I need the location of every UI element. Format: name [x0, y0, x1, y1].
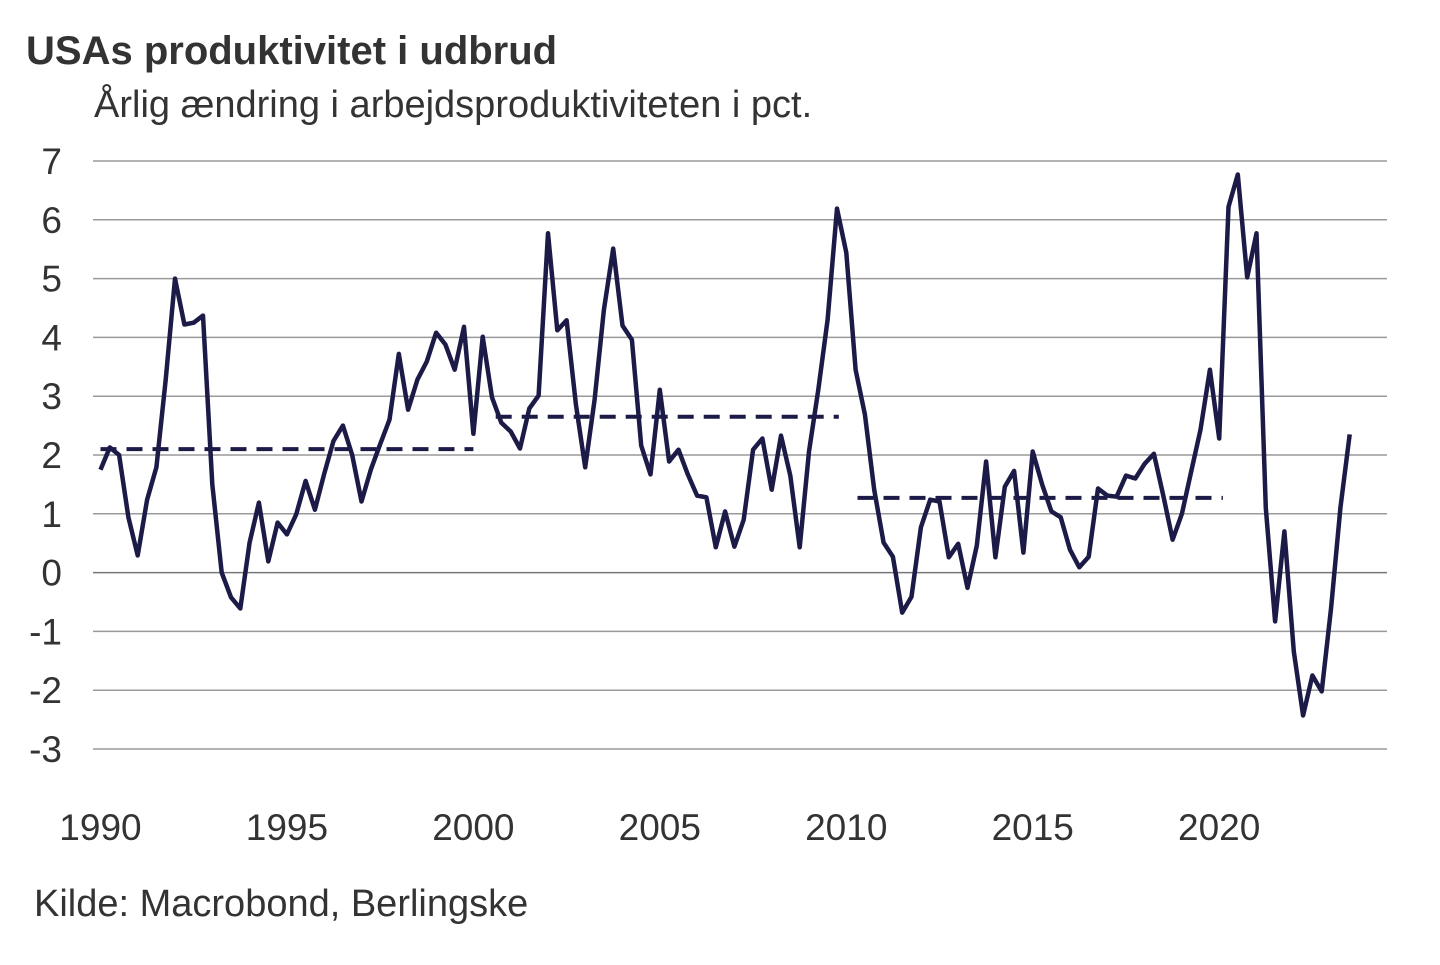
x-tick-label: 2015	[992, 807, 1074, 848]
y-tick-label: 3	[41, 376, 62, 417]
source-note: Kilde: Macrobond, Berlingske	[34, 883, 528, 925]
x-tick-label: 1990	[59, 807, 141, 848]
x-tick-label: 1995	[246, 807, 328, 848]
chart-title: USAs produktivitet i udbrud	[26, 29, 557, 73]
x-tick-label: 2010	[805, 807, 887, 848]
y-tick-label: 7	[41, 141, 62, 182]
y-tick-label: -2	[29, 670, 62, 711]
data-line	[98, 172, 1352, 718]
y-tick-label: 5	[41, 259, 62, 300]
y-tick-label: 0	[41, 553, 62, 594]
y-tick-label: 1	[41, 494, 62, 535]
y-tick-label: 4	[41, 317, 62, 358]
chart-subtitle: Årlig ændring i arbejdsproduktiviteten i…	[94, 82, 812, 126]
y-tick-label: -3	[29, 729, 62, 770]
y-tick-label: -1	[29, 611, 62, 652]
x-tick-label: 2020	[1178, 807, 1260, 848]
y-tick-label: 2	[41, 435, 62, 476]
x-tick-label: 2000	[432, 807, 514, 848]
y-tick-label: 6	[41, 200, 62, 241]
x-tick-label: 2005	[619, 807, 701, 848]
